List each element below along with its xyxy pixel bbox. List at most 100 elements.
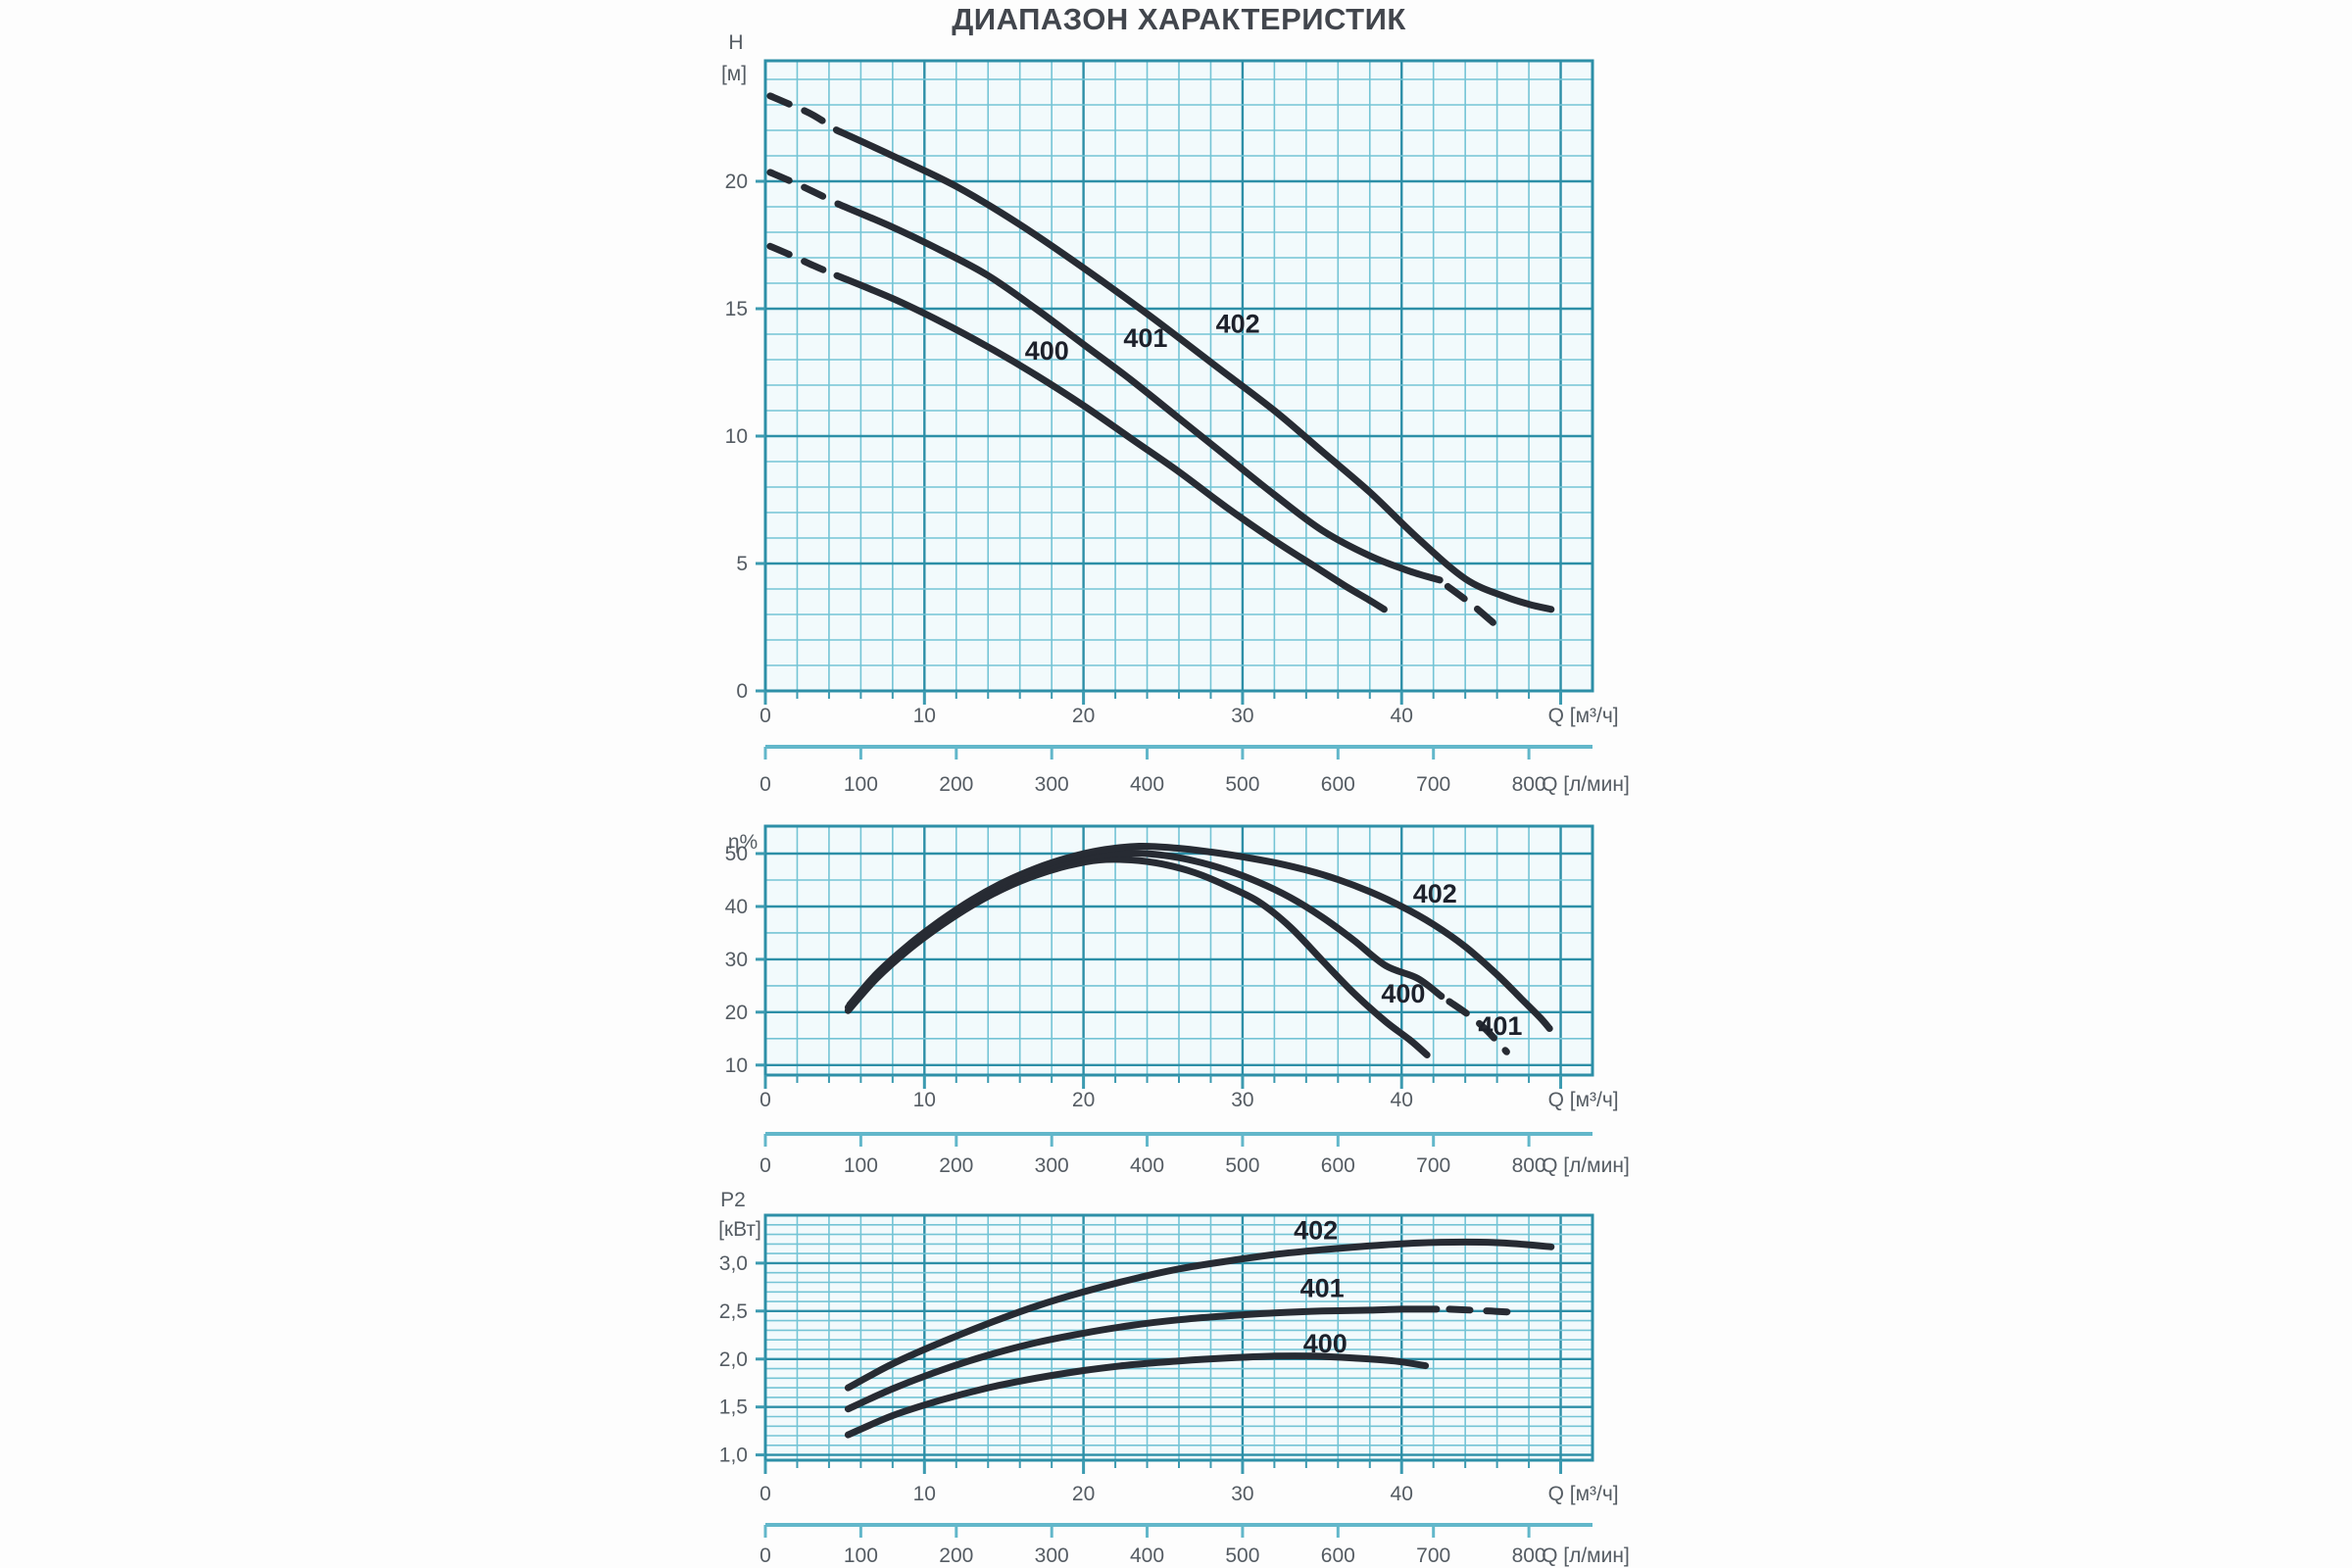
y-tick-label: 50 — [725, 843, 748, 865]
curve-label-402: 402 — [1216, 310, 1260, 339]
x-axis-ticks — [763, 1460, 1563, 1474]
ruler-tick-label: 600 — [1321, 1154, 1355, 1177]
y-axis-title: η% — [728, 831, 758, 854]
x-tick-label: 40 — [1391, 705, 1413, 727]
curve-402-dashed — [766, 92, 841, 134]
x-axis-ticks — [763, 691, 1563, 705]
ruler-tick-label: 500 — [1225, 1544, 1259, 1567]
ruler-tick-label: 300 — [1035, 1154, 1069, 1177]
ruler-tick-label: 400 — [1130, 1544, 1164, 1567]
curve-402-solid — [833, 126, 1555, 613]
y-axis-title: H — [728, 31, 743, 54]
x-tick-label: 10 — [913, 705, 936, 727]
x-tick-label: 30 — [1231, 1483, 1253, 1505]
ruler-tick-label: 700 — [1416, 1544, 1450, 1567]
curve-401-solid — [844, 1305, 1441, 1413]
curve-402: 402 — [846, 842, 1553, 1032]
ruler-unit-label: Q [л/мин] — [1542, 1154, 1630, 1177]
curve-401: 401 — [844, 1273, 1514, 1413]
curve-label-400: 400 — [1303, 1329, 1348, 1358]
x-tick-label: 0 — [760, 1089, 771, 1111]
y-tick-label: 1,5 — [719, 1396, 748, 1419]
curve-label-401: 401 — [1300, 1273, 1345, 1302]
y-tick-label: 3,0 — [719, 1252, 748, 1275]
ruler-tick-label: 200 — [939, 1154, 973, 1177]
y-tick-label: 40 — [725, 896, 748, 918]
y-tick-label: 20 — [725, 1002, 748, 1024]
ruler-tick-label: 300 — [1035, 773, 1069, 796]
ruler-tick-label: 300 — [1035, 1544, 1069, 1567]
x-axis-ticks — [763, 1075, 1563, 1089]
ruler-tick-label: 0 — [760, 1154, 771, 1177]
curve-402: 402 — [766, 92, 1555, 613]
curve-400-dashed — [766, 242, 841, 279]
ruler-tick-label: 700 — [1416, 1154, 1450, 1177]
y-tick-label: 1,0 — [719, 1445, 748, 1467]
curve-401: 401 — [766, 169, 1499, 628]
grid — [765, 826, 1592, 1075]
curve-402: 402 — [844, 1216, 1555, 1392]
ruler-tick-label: 100 — [844, 773, 878, 796]
curve-400: 400 — [844, 1329, 1430, 1439]
y-axis-title: [кВт] — [718, 1218, 761, 1241]
ruler-tick-label: 800 — [1512, 1544, 1546, 1567]
chart-power-curves: 0 10 20 30 40 Q [м³/ч] 1,0 1,5 2,0 2,5 3,0 P2 [кВт] 0… — [718, 1189, 1630, 1567]
curve-label-400: 400 — [1025, 336, 1069, 366]
curve-401-solid — [835, 200, 1444, 584]
y-tick-label: 2,5 — [719, 1300, 748, 1323]
chart-head-curves: 0 10 20 30 40 Q [м³/ч] 0 5 10 15 20 H [м] 0 100 200 300 4… — [721, 31, 1630, 796]
y-tick-label: 2,0 — [719, 1348, 748, 1371]
curve-401-dashed — [1444, 582, 1499, 628]
ruler-tick-label: 200 — [939, 773, 973, 796]
curve-400-solid — [833, 271, 1388, 613]
curve-label-402: 402 — [1294, 1216, 1338, 1246]
curve-401-dashed — [766, 169, 843, 208]
ruler-tick-label: 0 — [760, 1544, 771, 1567]
curve-400: 400 — [766, 242, 1388, 613]
chart-efficiency-curves: 0 10 20 30 40 Q [м³/ч] 10 20 30 40 50η% 0 100 200 300 4… — [725, 824, 1630, 1177]
y-tick-label: 30 — [725, 949, 748, 971]
y-tick-label: 5 — [736, 553, 748, 575]
ruler-unit-label: Q [л/мин] — [1542, 1544, 1630, 1567]
x-tick-label: 30 — [1231, 705, 1253, 727]
figure-title: ДИАПАЗОН ХАРАКТЕРИСТИК — [952, 2, 1406, 36]
ruler-tick-label: 600 — [1321, 773, 1355, 796]
x-tick-label: 30 — [1231, 1089, 1253, 1111]
y-tick-label: 10 — [725, 425, 748, 448]
y-axis-title: P2 — [720, 1189, 746, 1211]
x-tick-label: 20 — [1072, 1089, 1095, 1111]
x-tick-label: 0 — [760, 705, 771, 727]
x-tick-label: 20 — [1072, 705, 1095, 727]
ruler-tick-label: 800 — [1512, 1154, 1546, 1177]
x-axis-unit-label: Q [м³/ч] — [1548, 705, 1619, 727]
y-tick-label: 15 — [725, 298, 748, 320]
curve-400-solid — [844, 1352, 1430, 1439]
x-tick-label: 0 — [760, 1483, 771, 1505]
ruler-tick-label: 400 — [1130, 1154, 1164, 1177]
x-tick-label: 20 — [1072, 1483, 1095, 1505]
ruler-tick-label: 500 — [1225, 1154, 1259, 1177]
ruler-unit-label: Q [л/мин] — [1542, 773, 1630, 796]
x-tick-label: 10 — [913, 1089, 936, 1111]
y-tick-label: 0 — [736, 680, 748, 703]
ruler-tick-label: 0 — [760, 773, 771, 796]
y-axis-title: [м] — [721, 63, 747, 85]
curve-label-401: 401 — [1478, 1011, 1522, 1041]
ruler-tick-label: 800 — [1512, 773, 1546, 796]
grid — [765, 61, 1592, 691]
curve-402-solid — [846, 842, 1553, 1032]
x-tick-label: 40 — [1391, 1483, 1413, 1505]
ruler-tick-label: 600 — [1321, 1544, 1355, 1567]
ruler-tick-label: 200 — [939, 1544, 973, 1567]
x-tick-label: 40 — [1391, 1089, 1413, 1111]
curve-401-dashed — [1446, 998, 1510, 1055]
x-axis-unit-label: Q [м³/ч] — [1548, 1089, 1619, 1111]
curve-label-400: 400 — [1381, 979, 1425, 1008]
curve-402-solid — [844, 1238, 1555, 1392]
ruler-tick-label: 100 — [844, 1544, 878, 1567]
ruler-tick-label: 500 — [1225, 773, 1259, 796]
